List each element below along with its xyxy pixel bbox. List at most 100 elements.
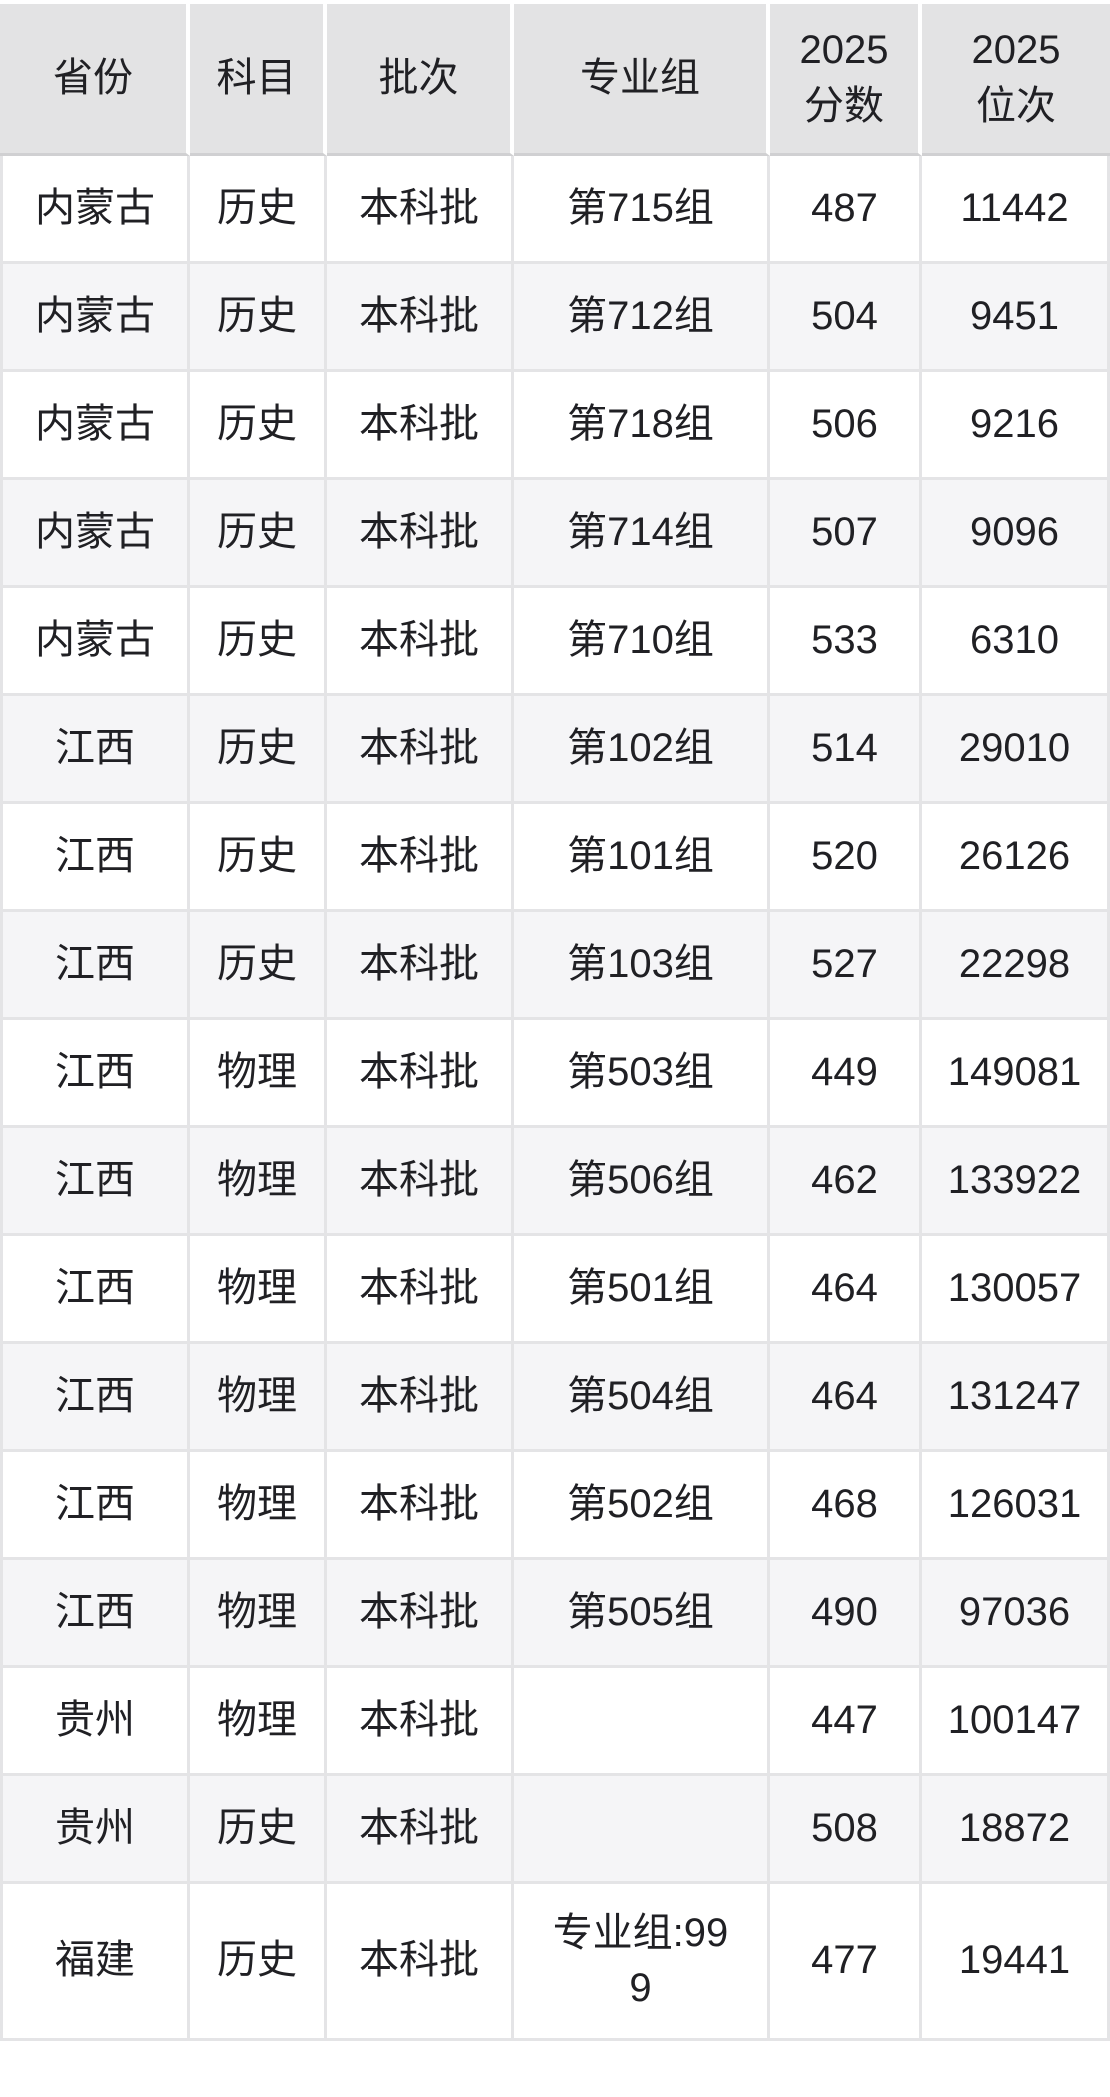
cell-group: 第714组 xyxy=(514,480,770,588)
table-row: 江西 物理 本科批 第501组 464 130057 xyxy=(0,1236,1110,1344)
cell-score: 514 xyxy=(770,696,922,804)
cell-subject: 历史 xyxy=(190,588,327,696)
cell-score: 477 xyxy=(770,1884,922,2041)
cell-subject: 历史 xyxy=(190,156,327,264)
cell-subject: 历史 xyxy=(190,804,327,912)
cell-subject: 物理 xyxy=(190,1128,327,1236)
cell-province: 贵州 xyxy=(0,1668,190,1776)
cell-subject: 历史 xyxy=(190,696,327,804)
cell-score: 490 xyxy=(770,1560,922,1668)
cell-province: 内蒙古 xyxy=(0,480,190,588)
cell-subject: 历史 xyxy=(190,264,327,372)
table-row: 江西 物理 本科批 第505组 490 97036 xyxy=(0,1560,1110,1668)
cell-rank: 6310 xyxy=(922,588,1110,696)
cell-group: 第103组 xyxy=(514,912,770,1020)
cell-rank: 133922 xyxy=(922,1128,1110,1236)
cell-rank: 97036 xyxy=(922,1560,1110,1668)
cell-rank: 29010 xyxy=(922,696,1110,804)
column-header-group: 专业组 xyxy=(514,4,770,156)
group-text: 第101组 xyxy=(567,833,714,878)
cell-batch: 本科批 xyxy=(327,1452,514,1560)
cell-rank: 18872 xyxy=(922,1776,1110,1884)
cell-province: 江西 xyxy=(0,804,190,912)
group-text: 第501组 xyxy=(567,1265,714,1310)
cell-province: 贵州 xyxy=(0,1776,190,1884)
cell-batch: 本科批 xyxy=(327,480,514,588)
group-text: 第714组 xyxy=(567,509,714,554)
table-row: 内蒙古 历史 本科批 第714组 507 9096 xyxy=(0,480,1110,588)
cell-subject: 历史 xyxy=(190,1776,327,1884)
cell-batch: 本科批 xyxy=(327,1128,514,1236)
cell-group: 第718组 xyxy=(514,372,770,480)
cell-batch: 本科批 xyxy=(327,1776,514,1884)
cell-batch: 本科批 xyxy=(327,804,514,912)
group-text: 第505组 xyxy=(567,1589,714,1634)
cell-province: 江西 xyxy=(0,1452,190,1560)
cell-score: 447 xyxy=(770,1668,922,1776)
cell-province: 江西 xyxy=(0,1236,190,1344)
table-row: 江西 物理 本科批 第503组 449 149081 xyxy=(0,1020,1110,1128)
cell-score: 449 xyxy=(770,1020,922,1128)
column-header-batch: 批次 xyxy=(327,4,514,156)
table-row: 内蒙古 历史 本科批 第718组 506 9216 xyxy=(0,372,1110,480)
cell-batch: 本科批 xyxy=(327,1668,514,1776)
cell-subject: 物理 xyxy=(190,1236,327,1344)
cell-province: 江西 xyxy=(0,696,190,804)
cell-province: 江西 xyxy=(0,1344,190,1452)
cell-batch: 本科批 xyxy=(327,912,514,1020)
cell-batch: 本科批 xyxy=(327,1236,514,1344)
cell-score: 533 xyxy=(770,588,922,696)
cell-subject: 历史 xyxy=(190,372,327,480)
cell-subject: 物理 xyxy=(190,1560,327,1668)
group-text: 第502组 xyxy=(567,1481,714,1526)
table-row: 贵州 物理 本科批 447 100147 xyxy=(0,1668,1110,1776)
cell-group: 第503组 xyxy=(514,1020,770,1128)
cell-score: 506 xyxy=(770,372,922,480)
cell-score: 487 xyxy=(770,156,922,264)
cell-province: 内蒙古 xyxy=(0,156,190,264)
cell-subject: 物理 xyxy=(190,1452,327,1560)
group-text: 第504组 xyxy=(567,1373,714,1418)
cell-rank: 9096 xyxy=(922,480,1110,588)
table-body: 内蒙古 历史 本科批 第715组 487 11442 内蒙古 历史 本科批 第712组 504 945… xyxy=(0,156,1110,2041)
column-header-rank-2025: 2025 位次 xyxy=(922,4,1110,156)
cell-group: 第502组 xyxy=(514,1452,770,1560)
cell-batch: 本科批 xyxy=(327,588,514,696)
group-text: 第102组 xyxy=(567,725,714,770)
cell-rank: 22298 xyxy=(922,912,1110,1020)
cell-rank: 19441 xyxy=(922,1884,1110,2041)
cell-group: 第506组 xyxy=(514,1128,770,1236)
cell-province: 福建 xyxy=(0,1884,190,2041)
cell-rank: 126031 xyxy=(922,1452,1110,1560)
cell-group: 第710组 xyxy=(514,588,770,696)
table-row: 江西 物理 本科批 第504组 464 131247 xyxy=(0,1344,1110,1452)
cell-group: 第712组 xyxy=(514,264,770,372)
cell-province: 内蒙古 xyxy=(0,264,190,372)
cell-batch: 本科批 xyxy=(327,696,514,804)
score-table-page: 省份 科目 批次 专业组 2025 分数 2025 位次 内蒙古 历史 本科批 第71… xyxy=(0,4,1110,2041)
cell-score: 508 xyxy=(770,1776,922,1884)
cell-province: 江西 xyxy=(0,1128,190,1236)
cell-score: 504 xyxy=(770,264,922,372)
cell-rank: 9451 xyxy=(922,264,1110,372)
table-row: 江西 历史 本科批 第102组 514 29010 xyxy=(0,696,1110,804)
cell-rank: 26126 xyxy=(922,804,1110,912)
cell-batch: 本科批 xyxy=(327,1884,514,2041)
cell-subject: 物理 xyxy=(190,1020,327,1128)
table-row: 江西 物理 本科批 第506组 462 133922 xyxy=(0,1128,1110,1236)
group-text: 第712组 xyxy=(567,293,714,338)
group-text: 第503组 xyxy=(567,1049,714,1094)
cell-rank: 149081 xyxy=(922,1020,1110,1128)
cell-score: 464 xyxy=(770,1236,922,1344)
table-row: 江西 历史 本科批 第103组 527 22298 xyxy=(0,912,1110,1020)
group-text: 第103组 xyxy=(567,941,714,986)
table-row: 内蒙古 历史 本科批 第712组 504 9451 xyxy=(0,264,1110,372)
table-row: 江西 历史 本科批 第101组 520 26126 xyxy=(0,804,1110,912)
cell-group: 第504组 xyxy=(514,1344,770,1452)
cell-batch: 本科批 xyxy=(327,372,514,480)
admission-score-table: 省份 科目 批次 专业组 2025 分数 2025 位次 内蒙古 历史 本科批 第71… xyxy=(0,4,1110,2041)
group-text: 第718组 xyxy=(567,401,714,446)
cell-province: 江西 xyxy=(0,912,190,1020)
cell-score: 527 xyxy=(770,912,922,1020)
table-row: 贵州 历史 本科批 508 18872 xyxy=(0,1776,1110,1884)
